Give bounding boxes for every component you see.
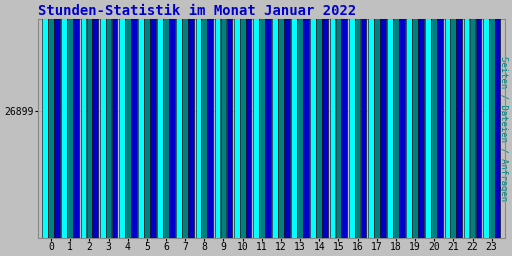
Bar [226, 0, 232, 238]
Bar [483, 0, 488, 238]
Bar [406, 0, 412, 238]
Bar [265, 0, 271, 238]
Bar [42, 0, 48, 238]
Bar [80, 0, 87, 238]
Text: Stunden-Statistik im Monat Januar 2022: Stunden-Statistik im Monat Januar 2022 [38, 4, 356, 18]
Bar [374, 0, 379, 238]
Bar [380, 0, 386, 238]
Bar [138, 0, 144, 238]
Bar [259, 0, 265, 238]
Bar [201, 0, 207, 238]
Bar [456, 0, 462, 238]
Bar [54, 0, 60, 238]
Bar [349, 0, 354, 238]
Bar [316, 0, 322, 238]
Bar [246, 0, 251, 238]
Bar [61, 0, 67, 238]
Bar [393, 0, 399, 238]
Bar [418, 0, 424, 238]
Bar [310, 0, 316, 238]
Bar [387, 0, 393, 238]
Bar [476, 0, 481, 238]
Bar [112, 0, 117, 238]
Bar [163, 0, 169, 238]
Bar [272, 0, 278, 238]
Bar [368, 0, 374, 238]
Bar [100, 0, 105, 238]
Bar [284, 0, 290, 238]
Bar [215, 0, 221, 238]
Bar [240, 0, 246, 238]
Bar [464, 0, 470, 238]
Bar [196, 0, 201, 238]
Bar [278, 0, 284, 238]
Bar [444, 0, 450, 238]
Bar [323, 0, 328, 238]
Bar [470, 0, 475, 238]
Bar [495, 0, 500, 238]
Bar [87, 0, 92, 238]
Bar [176, 0, 182, 238]
Bar [48, 0, 54, 238]
Bar [105, 0, 112, 238]
Bar [303, 0, 309, 238]
Bar [355, 0, 360, 238]
Bar [188, 0, 194, 238]
Bar [451, 0, 456, 238]
Bar [431, 0, 437, 238]
Bar [93, 0, 98, 238]
Bar [234, 0, 240, 238]
Bar [291, 0, 297, 238]
Bar [437, 0, 443, 238]
Bar [73, 0, 79, 238]
Bar [131, 0, 137, 238]
Bar [360, 0, 367, 238]
Bar [342, 0, 347, 238]
Bar [330, 0, 335, 238]
Bar [425, 0, 431, 238]
Bar [119, 0, 124, 238]
Bar [335, 0, 342, 238]
Bar [253, 0, 259, 238]
Bar [157, 0, 163, 238]
Bar [221, 0, 226, 238]
Bar [489, 0, 495, 238]
Bar [412, 0, 418, 238]
Bar [68, 0, 73, 238]
Bar [125, 0, 131, 238]
Y-axis label: Seiten / Dateien / Anfragen: Seiten / Dateien / Anfragen [499, 56, 508, 201]
Bar [399, 0, 404, 238]
Bar [207, 0, 213, 238]
Bar [297, 0, 303, 238]
Bar [169, 0, 175, 238]
Bar [182, 0, 188, 238]
Bar [144, 0, 150, 238]
Bar [150, 0, 156, 238]
